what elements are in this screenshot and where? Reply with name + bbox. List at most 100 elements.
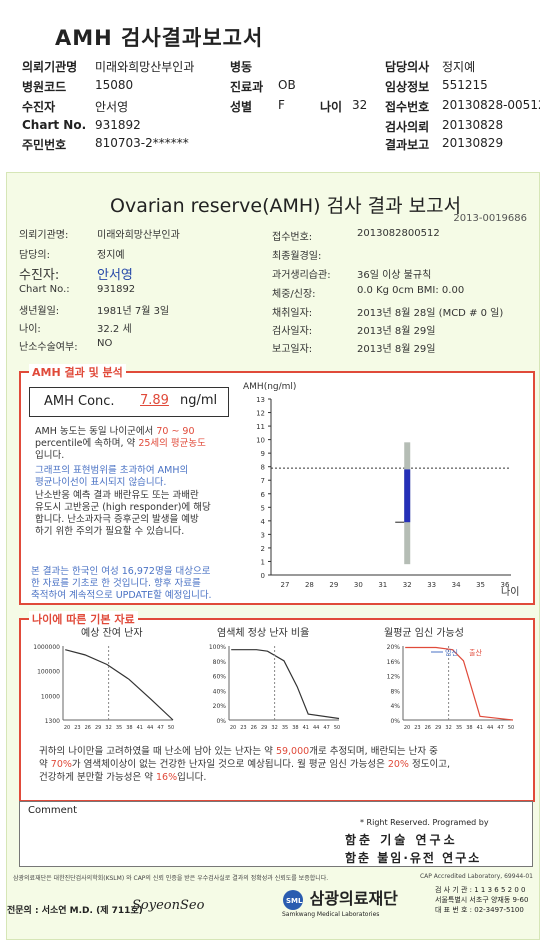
lab-name-1: 함춘 기술 연구소 bbox=[345, 833, 458, 847]
mini-y-tick-label: 20% bbox=[387, 644, 401, 651]
mini-x-tick-label: 50 bbox=[334, 725, 340, 731]
y-tick-label: 12 bbox=[256, 410, 265, 418]
mini-x-tick-label: 29 bbox=[261, 725, 267, 731]
mini-x-tick-label: 41 bbox=[477, 725, 483, 731]
ward-label: 병동 bbox=[230, 60, 253, 74]
y-tick-label: 8 bbox=[261, 464, 265, 472]
mini-y-tick-label: 100000 bbox=[37, 669, 60, 676]
mini-x-tick-label: 38 bbox=[126, 725, 132, 731]
mini-x-tick-label: 41 bbox=[303, 725, 309, 731]
mini-x-tick-label: 20 bbox=[230, 725, 236, 731]
y-tick-label: 2 bbox=[261, 545, 265, 553]
x-tick-label: 29 bbox=[329, 581, 338, 589]
inner-title: Ovarian reserve(AMH) 검사 결과 보고서 bbox=[110, 195, 462, 217]
inst-value: 미래와희망산부인과 bbox=[95, 60, 195, 74]
mini-x-tick-label: 35 bbox=[116, 725, 122, 731]
age-value: 32 bbox=[352, 98, 368, 112]
mini-x-tick-label: 47 bbox=[157, 725, 163, 731]
org-english-name: Samkwang Medical Laboratories bbox=[282, 910, 380, 918]
mini-x-tick-label: 26 bbox=[425, 725, 431, 731]
info-doctor: 담당의: 정지예 bbox=[19, 250, 125, 261]
specialist-signature: SoyeonSeo bbox=[132, 898, 205, 913]
mini-curve bbox=[65, 649, 174, 721]
x-tick-label: 27 bbox=[281, 581, 290, 589]
legend-pregnancy: 임신 bbox=[445, 648, 458, 657]
svg-text:SML: SML bbox=[286, 897, 303, 905]
request-date-value: 20130828 bbox=[442, 118, 504, 132]
pregnancy-chart: 20% 16% 12% 8% 4% 0% 20 23 26 29 32 35 38 41 44 47 50 임신 출… bbox=[387, 644, 515, 731]
clinical-label: 임상정보 bbox=[385, 80, 430, 94]
x-tick-label: 32 bbox=[403, 581, 412, 589]
mini-y-tick-label: 1000000 bbox=[33, 644, 60, 651]
age-data-title: 나이에 따른 기본 자료 bbox=[29, 611, 138, 627]
data-source-note: 본 결과는 한국인 여성 16,972명을 대상으로 한 자료를 기초로 한 것입… bbox=[31, 566, 212, 601]
mini-x-tick-label: 50 bbox=[168, 725, 174, 731]
y-tick-label: 1 bbox=[261, 558, 265, 566]
doctor-label: 담당의사 bbox=[385, 60, 430, 74]
age-label: 나이 bbox=[320, 100, 343, 114]
mini-y-tick-label: 4% bbox=[390, 703, 400, 710]
mini-x-tick-label: 29 bbox=[95, 725, 101, 731]
range-note: 그래프의 표현범위를 초과하여 AMH의 평균나이선이 표시되지 않습니다. bbox=[35, 465, 189, 488]
mini-x-tick-label: 50 bbox=[508, 725, 514, 731]
x-tick-label: 30 bbox=[354, 581, 363, 589]
mini-x-tick-label: 26 bbox=[85, 725, 91, 731]
specialist-name: 전문의 : 서소연 M.D. (제 711호) bbox=[7, 906, 143, 916]
info-report-date: 보고일자: 2013년 8월 29일 bbox=[272, 344, 436, 355]
y-tick-label: 11 bbox=[256, 423, 265, 431]
y-tick-label: 10 bbox=[256, 437, 265, 445]
mini-x-tick-label: 20 bbox=[404, 725, 410, 731]
info-patient: 수진자: 안서영 bbox=[19, 268, 133, 283]
info-menstrual-history: 과거생리습관: 36일 이상 불규칙 bbox=[272, 270, 432, 281]
mini-x-tick-label: 44 bbox=[147, 725, 153, 731]
mini-x-tick-label: 44 bbox=[313, 725, 319, 731]
org-address: 검 사 기 관 : 1 1 3 6 5 2 0 0 서울특별시 서초구 양재동 9… bbox=[435, 886, 529, 914]
mini-x-tick-label: 26 bbox=[251, 725, 257, 731]
concentration-box: AMH Conc. 7.89 ng/ml bbox=[29, 387, 229, 417]
info-birthdate: 생년월일: 1981년 7월 3일 bbox=[19, 306, 170, 317]
mini-y-tick-label: 0% bbox=[390, 718, 400, 725]
mini-x-tick-label: 41 bbox=[137, 725, 143, 731]
analysis-title: AMH 결과 및 분석 bbox=[29, 364, 126, 380]
chart-no-label: Chart No. bbox=[22, 118, 87, 132]
y-tick-label: 0 bbox=[261, 572, 265, 580]
chromosome-chart: 100% 80% 60% 40% 20% 0% 20 23 26 29 32 35 38 41 44 47 50 bbox=[209, 644, 340, 731]
mini-curve bbox=[405, 646, 514, 721]
mini-x-tick-label: 20 bbox=[64, 725, 70, 731]
info-test-date: 검사일자: 2013년 8월 29일 bbox=[272, 326, 436, 337]
mini-y-tick-label: 10000 bbox=[41, 693, 60, 700]
dept-value: OB bbox=[278, 78, 296, 92]
mini-x-tick-label: 47 bbox=[497, 725, 503, 731]
mini-y-tick-label: 100% bbox=[209, 644, 226, 651]
response-text: 난소반응 예측 결과 배란유도 또는 과배란 유도시 고반응군 (high res… bbox=[35, 490, 211, 537]
patient-label: 수진자 bbox=[22, 100, 56, 114]
result-date-value: 20130829 bbox=[442, 136, 504, 150]
pregnancy-chart-title: 월평균 임신 가능성 bbox=[384, 628, 464, 639]
mini-y-tick-label: 1300 bbox=[45, 718, 60, 725]
concentration-label: AMH Conc. bbox=[44, 394, 115, 409]
mini-x-tick-label: 23 bbox=[414, 725, 420, 731]
info-surgery: 난소수술여부: NO bbox=[19, 338, 113, 353]
x-tick-label: 34 bbox=[452, 581, 461, 589]
legend-birth: 출산 bbox=[469, 648, 482, 657]
mini-curve bbox=[231, 649, 340, 720]
mini-x-tick-label: 44 bbox=[487, 725, 493, 731]
x-axis-label: 나이 bbox=[501, 586, 519, 598]
document-number: 2013-0019686 bbox=[453, 213, 527, 224]
info-institution: 의뢰기관명: 미래와희망산부인과 bbox=[19, 230, 180, 241]
mini-x-tick-label: 32 bbox=[445, 725, 451, 731]
mini-x-tick-label: 32 bbox=[105, 725, 111, 731]
comment-label: Comment bbox=[28, 805, 77, 816]
y-tick-label: 13 bbox=[256, 396, 265, 404]
y-tick-label: 6 bbox=[261, 491, 266, 499]
mini-y-tick-label: 20% bbox=[213, 703, 227, 710]
info-collection-date: 채취일자: 2013년 8월 28일 (MCD # 0 일) bbox=[272, 308, 504, 319]
eggs-chart: 1000000 100000 10000 1300 20 23 26 29 32 35 38 41 44… bbox=[33, 644, 174, 731]
result-date-label: 결과보고 bbox=[385, 138, 430, 152]
x-tick-label: 33 bbox=[427, 581, 436, 589]
info-last-menses: 최종월경일: bbox=[272, 251, 322, 262]
request-date-label: 검사의뢰 bbox=[385, 120, 430, 134]
cap-text: CAP Accredited Laboratory, 69944-01 bbox=[419, 873, 533, 880]
doctor-value: 정지예 bbox=[442, 60, 476, 74]
